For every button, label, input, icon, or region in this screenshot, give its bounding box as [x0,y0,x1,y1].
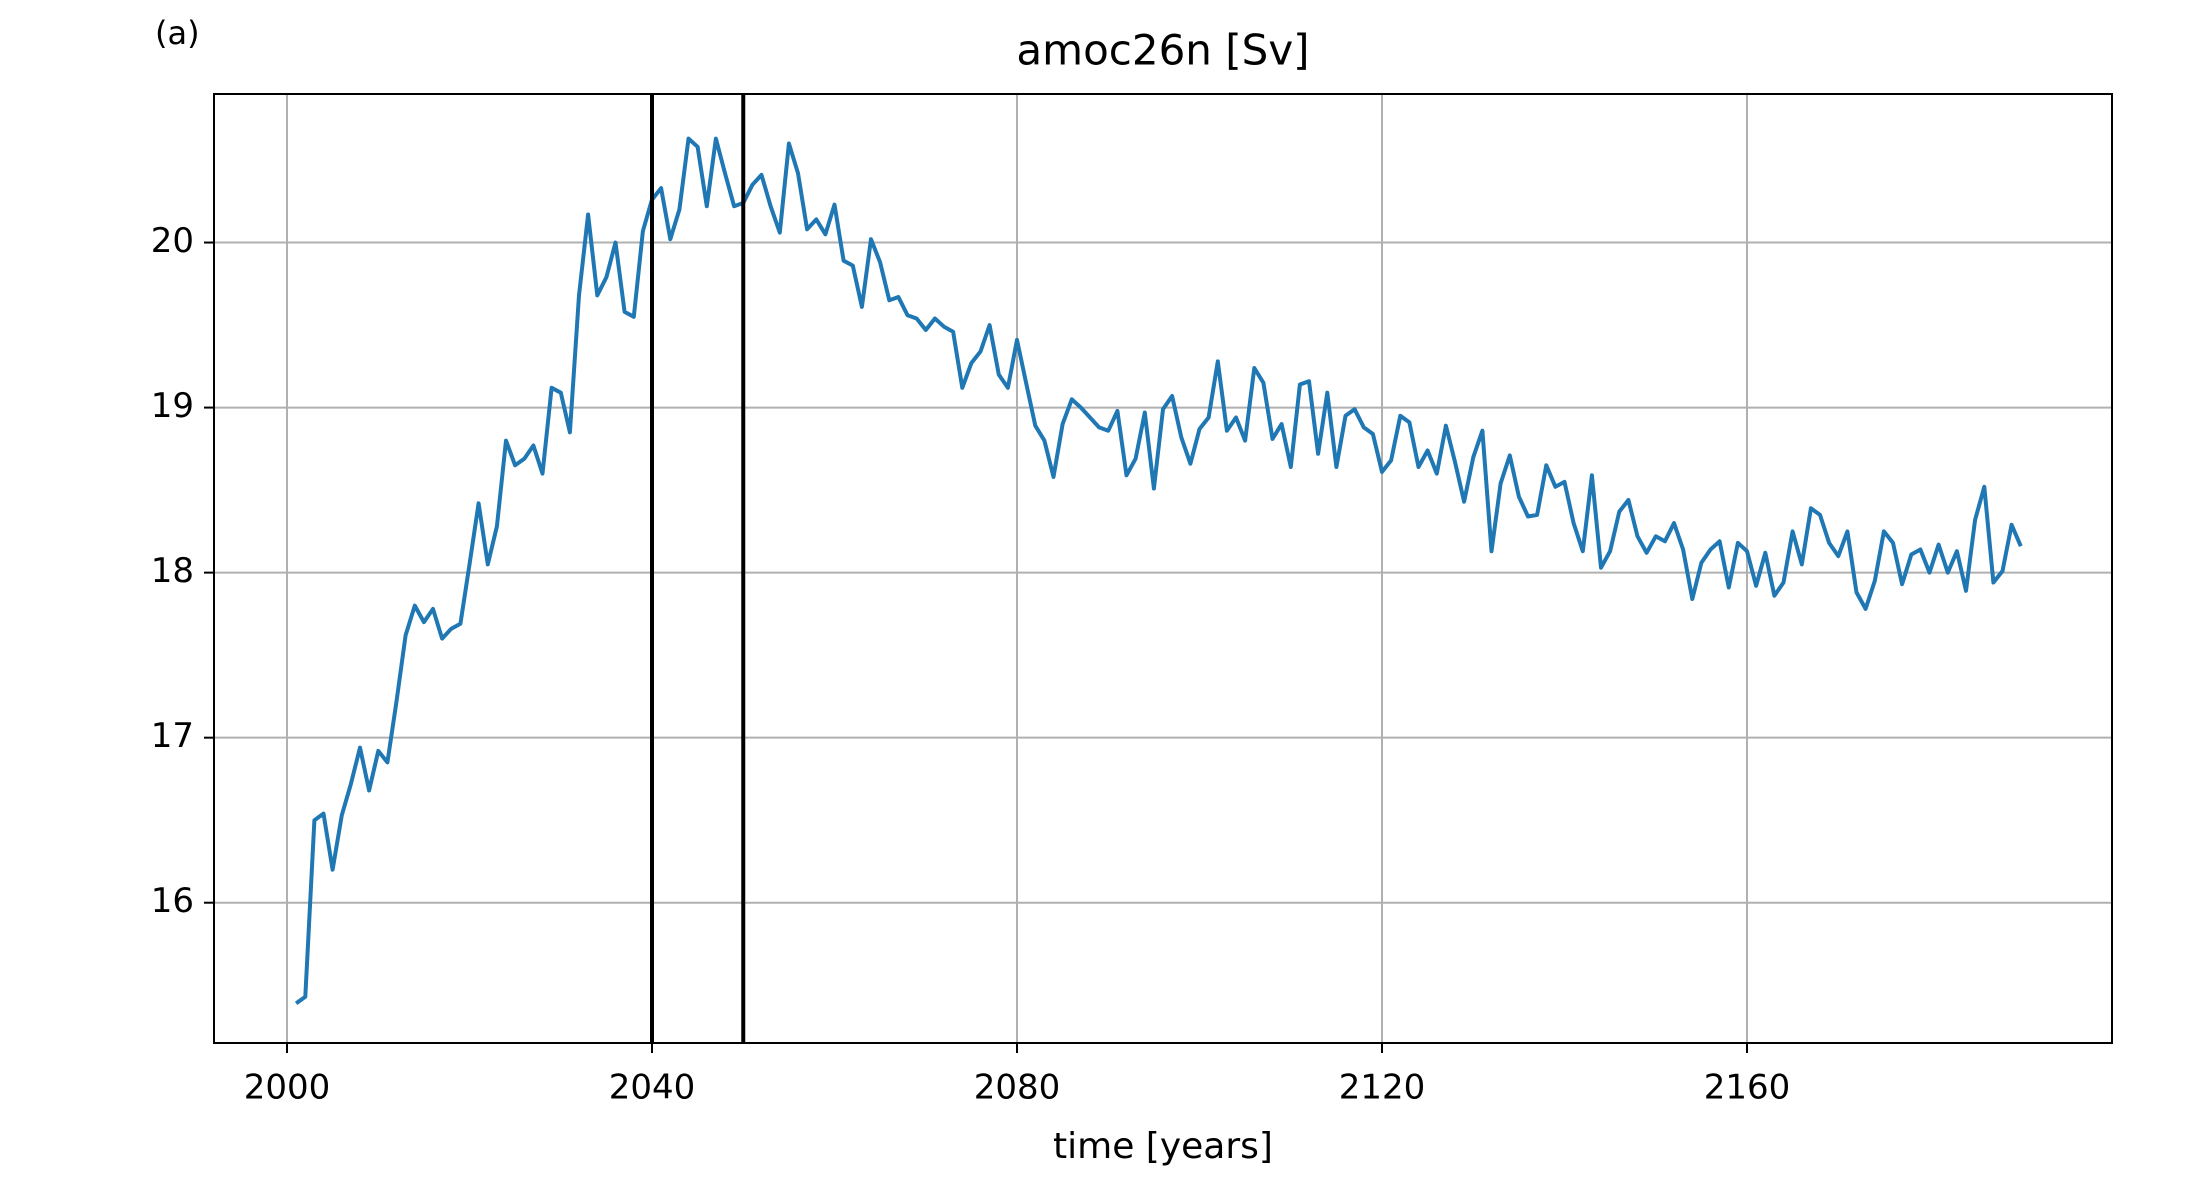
panel-label: (a) [155,14,200,52]
x-axis-label: time [years] [1053,1126,1273,1167]
y-tick-label: 19 [151,386,194,426]
y-tick-label: 17 [151,716,194,756]
x-tick-label: 2120 [1339,1068,1426,1108]
data-line [294,136,2023,1006]
x-tick-label: 2040 [609,1068,696,1108]
y-tick-label: 16 [151,881,194,921]
plot-frame [213,93,2113,1044]
y-tick-label: 20 [151,221,194,261]
y-tick-label: 18 [151,551,194,591]
x-tick-label: 2160 [1704,1068,1791,1108]
x-tick-label: 2000 [244,1068,331,1108]
chart-title: amoc26n [Sv] [1016,26,1309,75]
x-tick-label: 2080 [974,1068,1061,1108]
